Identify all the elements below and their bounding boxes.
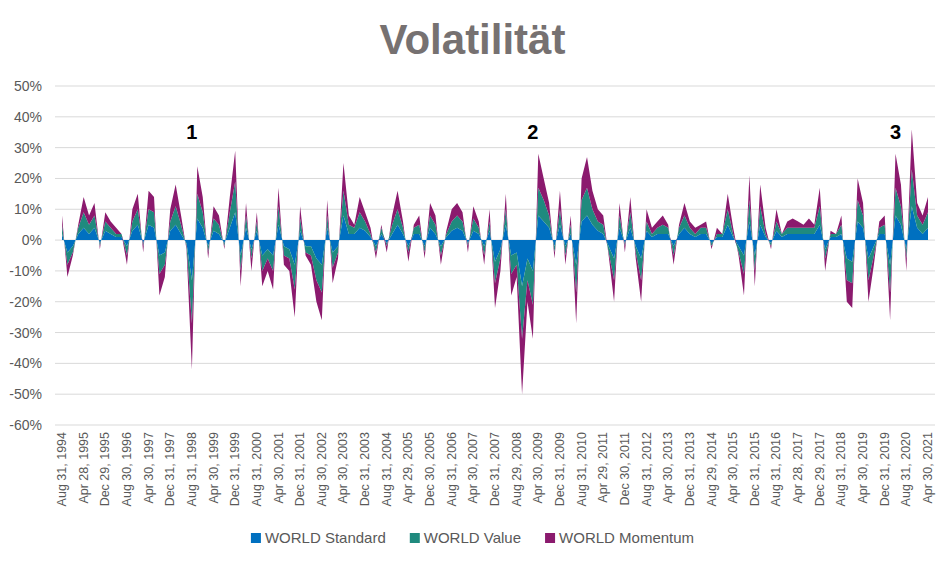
x-tick-label: Apr 30, 2007 — [466, 432, 480, 504]
x-tick-label: Dec 31, 2013 — [683, 432, 697, 506]
chart: Volatilität -60% -50% -40% -30% -20% -10% 0% 10%… — [0, 0, 945, 567]
grid-line — [55, 86, 935, 87]
x-tick-label: Apr 30, 2001 — [272, 432, 286, 504]
legend-swatch — [251, 533, 261, 543]
x-tick-label: Dec 30, 2005 — [423, 432, 437, 506]
legend-swatch — [545, 533, 555, 543]
y-tick-label: -40% — [9, 355, 42, 371]
legend-item: WORLD Standard — [251, 529, 386, 546]
x-tick-label: Aug 31, 2018 — [834, 432, 848, 506]
grid-line — [55, 394, 935, 395]
x-tick-label: Dec 31, 2001 — [293, 432, 307, 506]
y-tick-label: 0% — [22, 232, 42, 248]
grid-line — [55, 209, 935, 210]
x-tick-label: Dec 31, 1999 — [228, 432, 242, 506]
legend-label: WORLD Momentum — [559, 529, 694, 546]
x-tick-label: Apr 29, 2011 — [596, 432, 610, 503]
x-tick-label: Aug 31, 2010 — [575, 432, 589, 506]
grid-line — [55, 116, 935, 117]
y-tick-label: 30% — [14, 140, 42, 156]
area-series — [62, 169, 928, 338]
y-tick-label: -50% — [9, 386, 42, 402]
x-tick-label: Dec 31, 2007 — [488, 432, 502, 506]
annotation: 2 — [527, 121, 538, 143]
legend: WORLD Standard WORLD Value WORLD Momentum — [251, 529, 694, 546]
plot-area — [62, 129, 928, 394]
y-tick-label: -20% — [9, 294, 42, 310]
area-series — [62, 129, 928, 394]
x-tick-label: Dec 31, 1997 — [163, 432, 177, 506]
x-tick-label: Aug 31, 2012 — [640, 432, 654, 506]
x-tick-label: Apr 30, 2013 — [661, 432, 675, 504]
x-tick-label: Dec 31, 2019 — [878, 432, 892, 506]
x-tick-label: Apr 30, 2009 — [531, 432, 545, 504]
y-tick-label: 20% — [14, 170, 42, 186]
annotation: 1 — [186, 121, 197, 143]
x-tick-label: Apr 30, 1999 — [207, 432, 221, 504]
y-axis — [55, 86, 56, 425]
x-tick-label: Dec 29, 2017 — [813, 432, 827, 506]
y-tick-label: 40% — [14, 109, 42, 125]
y-tick-label: -10% — [9, 263, 42, 279]
legend-item: WORLD Momentum — [545, 529, 694, 546]
x-tick-label: Aug 31, 2020 — [899, 432, 913, 506]
x-tick-label: Dec 30, 2011 — [618, 432, 632, 505]
y-tick-label: 10% — [14, 201, 42, 217]
x-tick-label: Dec 29, 1995 — [98, 432, 112, 506]
x-tick-label: Apr 28, 2017 — [791, 432, 805, 504]
legend-item: WORLD Value — [410, 529, 521, 546]
background — [0, 0, 945, 567]
x-tick-label: Dec 31, 2015 — [748, 432, 762, 506]
x-tick-label: Apr 30, 2015 — [726, 432, 740, 504]
x-tick-label: Dec 31, 2009 — [553, 432, 567, 506]
x-tick-label: Apr 30, 2021 — [921, 432, 935, 504]
x-tick-label: Aug 31, 2006 — [445, 432, 459, 506]
y-tick-label: 50% — [14, 78, 42, 94]
x-tick-label: Aug 30, 2002 — [315, 432, 329, 506]
x-tick-label: Aug 29, 2008 — [510, 432, 524, 506]
annotation: 3 — [890, 121, 901, 143]
grid-line — [55, 425, 935, 426]
x-tick-label: Apr 30, 2003 — [336, 432, 350, 504]
x-tick-label: Apr 30, 2019 — [856, 432, 870, 504]
grid — [55, 86, 935, 425]
grid-line — [55, 147, 935, 148]
x-tick-label: Aug 31, 2000 — [250, 432, 264, 506]
x-tick-label: Aug 31, 1998 — [185, 432, 199, 506]
title: Volatilität — [380, 16, 566, 63]
x-tick-label: Aug 31, 2016 — [769, 432, 783, 506]
grid-line — [55, 363, 935, 364]
x-tick-label: Apr 28, 1995 — [77, 432, 91, 504]
legend-swatch — [410, 533, 420, 543]
y-tick-label: -60% — [9, 417, 42, 433]
y-tick-label: -30% — [9, 325, 42, 341]
x-tick-label: Apr 29, 2005 — [401, 432, 415, 504]
x-tick-label: Aug 29, 2014 — [705, 432, 719, 506]
grid-line — [55, 178, 935, 179]
x-tick-label: Aug 31, 2004 — [380, 432, 394, 506]
x-tick-label: Dec 31, 2003 — [358, 432, 372, 506]
legend-label: WORLD Value — [424, 529, 521, 546]
x-tick-label: Apr 30, 1997 — [142, 432, 156, 504]
x-tick-label: Aug 30, 1996 — [120, 432, 134, 506]
legend-label: WORLD Standard — [265, 529, 386, 546]
x-tick-label: Aug 31, 1994 — [55, 432, 69, 506]
grid-line — [55, 332, 935, 333]
